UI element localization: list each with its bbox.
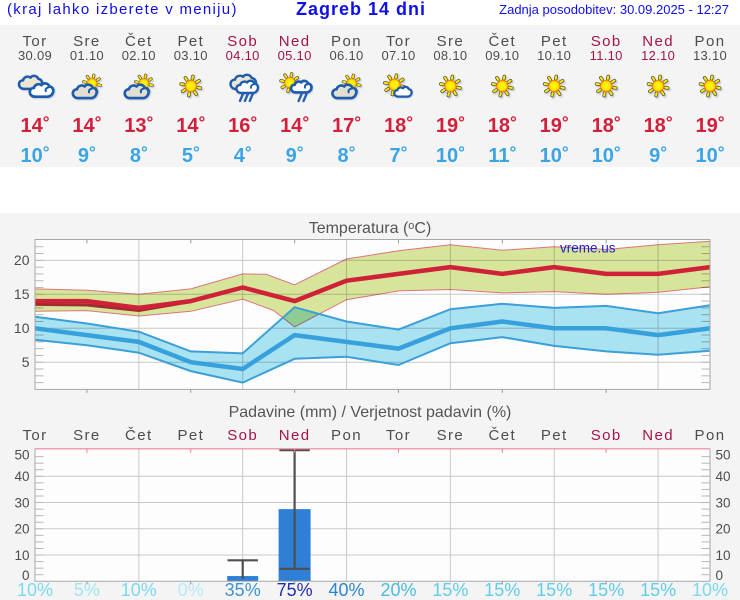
svg-text:10: 10 — [14, 548, 29, 563]
svg-text:50: 50 — [716, 447, 731, 462]
svg-text:10: 10 — [716, 548, 731, 563]
svg-text:10: 10 — [14, 320, 30, 336]
svg-text:5: 5 — [22, 354, 30, 370]
svg-text:15: 15 — [14, 286, 30, 302]
svg-text:20: 20 — [14, 252, 30, 268]
svg-text:50: 50 — [14, 447, 29, 462]
svg-text:0: 0 — [22, 568, 30, 583]
svg-text:30: 30 — [14, 495, 29, 510]
svg-text:20: 20 — [716, 522, 731, 537]
svg-text:20: 20 — [14, 522, 29, 537]
svg-text:40: 40 — [14, 469, 29, 484]
svg-text:40: 40 — [716, 469, 731, 484]
svg-text:vreme.us: vreme.us — [560, 241, 616, 256]
svg-text:0: 0 — [716, 568, 724, 583]
svg-text:30: 30 — [716, 495, 731, 510]
